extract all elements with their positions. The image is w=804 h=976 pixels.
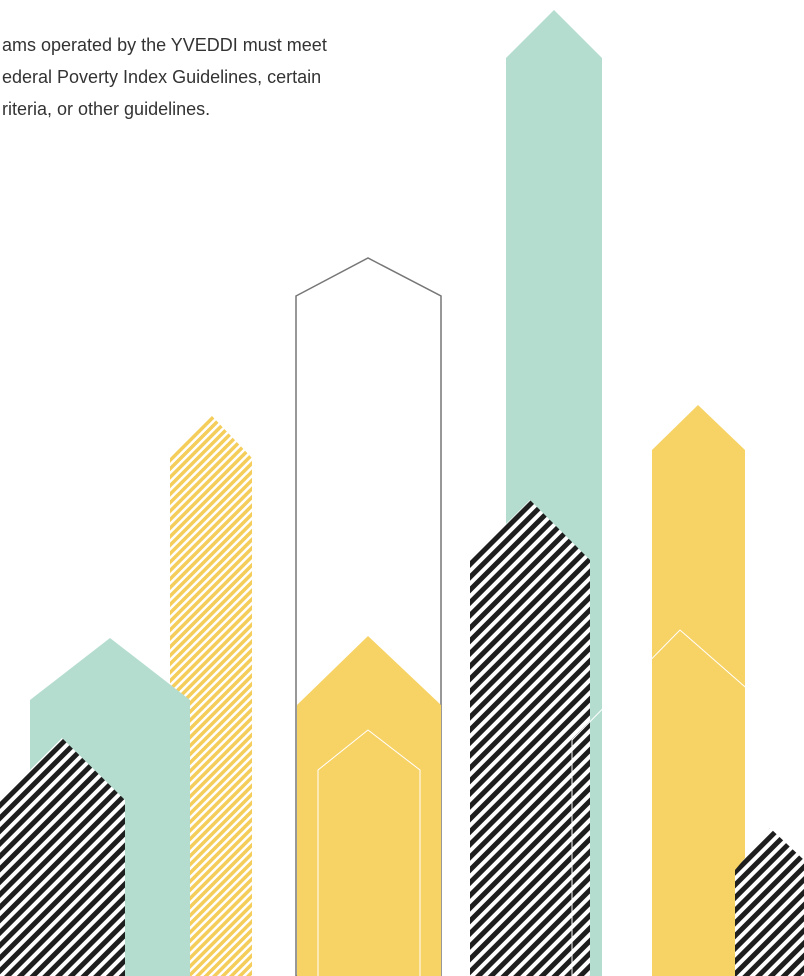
intro-text: ams operated by the YVEDDI must meet ede… xyxy=(2,35,327,119)
text-line: ederal Poverty Index Guidelines, certain xyxy=(2,67,321,87)
thin-line xyxy=(571,629,761,976)
yellow-arrow-middle xyxy=(297,636,441,976)
black-hatched-left xyxy=(0,738,125,976)
yellow-arrow-right xyxy=(652,405,745,976)
black-hatched-middle xyxy=(470,500,590,976)
thin-line xyxy=(317,729,421,976)
text-line: ams operated by the YVEDDI must meet xyxy=(2,35,327,55)
text-line: riteria, or other guidelines. xyxy=(2,99,210,119)
decoration xyxy=(0,10,804,976)
yellow-hatched-arrow xyxy=(170,415,252,976)
black-hatched-right xyxy=(735,828,804,976)
